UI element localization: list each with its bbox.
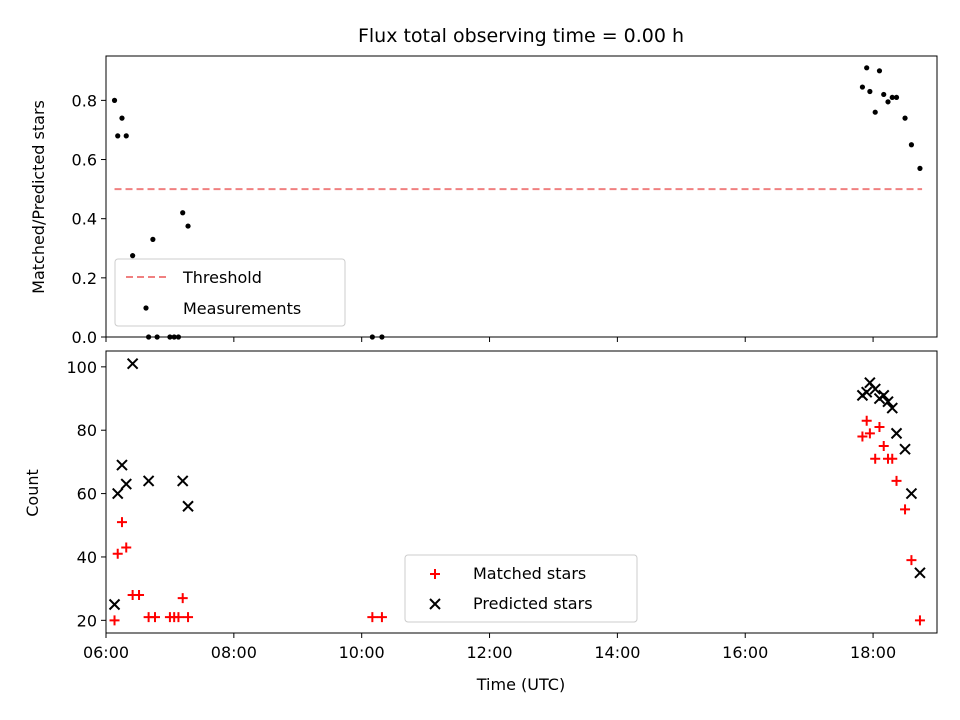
x-tick-label: 08:00 [211,643,257,662]
x-tick-label: 16:00 [722,643,768,662]
legend-predicted-swatch [429,598,441,610]
measurement-point [902,115,908,121]
predicted-star-point [905,487,918,500]
measurement-point [885,99,891,105]
predicted-star-point [886,402,898,414]
bottom-panel: 20 40 60 80 100 06:00 08:00 10:00 12:00 14:00 16:0… [66,350,938,662]
matched-star-point [870,453,881,464]
bottom-y-tick-label: 40 [77,548,97,567]
predicted-star-point [142,475,155,487]
predicted-star-point [182,500,194,512]
predicted-star-point [869,383,881,395]
top-y-tick-label: 0.6 [72,151,97,170]
x-tick-label: 14:00 [594,643,640,662]
legend-measurements-swatch [143,305,149,311]
predicted-star-point [890,427,903,440]
measurement-point [123,133,129,139]
measurement-point [859,84,866,90]
matched-star-point [109,615,120,626]
top-y-axis-label: Matched/Predicted stars [29,100,48,294]
predicted-star-point [126,357,139,370]
measurement-point [876,68,883,74]
x-tick-label: 10:00 [339,643,385,662]
matched-star-point [900,504,911,515]
matched-star-point [150,612,161,623]
top-y-tick-label: 0.4 [72,210,97,229]
top-panel: 0.0 0.2 0.4 0.6 0.8 Threshold Measurements [72,55,938,347]
matched-star-point [914,615,925,626]
top-legend: Threshold Measurements [114,258,346,327]
matched-star-point [874,422,885,433]
matched-star-point [367,612,378,623]
bottom-legend: Matched stars Predicted stars [404,554,638,623]
predicted-star-point [878,389,890,402]
x-tick-label: 06:00 [83,643,129,662]
top-legend-box [114,258,346,327]
measurement-point [180,210,186,216]
top-y-tick-label: 0.0 [72,328,97,347]
legend-matched-swatch [430,569,440,579]
x-tick-label: 18:00 [850,643,896,662]
matched-star-point [861,415,872,426]
measurement-point [864,65,870,71]
predicted-star-point [899,443,911,455]
matched-star-point [134,589,145,600]
bottom-legend-box [404,554,638,623]
matched-star-point [121,542,132,553]
measurement-point [893,94,900,101]
measurement-point [115,133,121,139]
measurement-point [867,88,873,95]
bottom-y-tick-label: 100 [66,358,97,377]
matched-star-point [891,475,902,486]
predicted-star-point [116,459,128,471]
measurement-point [111,97,118,103]
predicted-star-point [112,487,124,500]
measurement-point [119,115,125,121]
legend-predicted-label: Predicted stars [473,594,593,613]
matched-star-point [173,612,184,623]
top-axes-frame [105,55,938,338]
matched-star-point [878,441,889,452]
matched-star-point [112,548,123,559]
measurement-point [917,165,923,171]
matched-star-point [177,593,188,604]
matched-star-point [183,612,194,623]
matched-star-point [857,431,868,442]
x-tick-label: 12:00 [466,643,512,662]
legend-measurements-label: Measurements [183,299,301,318]
measurement-point [889,94,895,101]
bottom-axes-frame [105,350,938,634]
bottom-y-tick-label: 60 [77,485,97,504]
top-y-tick-label: 0.8 [72,91,97,110]
legend-matched-label: Matched stars [473,564,586,583]
chart-title: Flux total observing time = 0.00 h [358,25,684,47]
measurement-point [130,253,136,259]
matched-star-point [864,428,875,439]
matched-star-point [887,453,898,464]
bottom-y-axis-label: Count [23,469,42,517]
predicted-star-point [120,478,132,490]
matched-star-point [376,612,387,623]
measurement-point [150,236,156,242]
predicted-star-point [108,598,121,611]
x-axis-label: Time (UTC) [476,675,565,694]
predicted-star-point [177,475,189,487]
bottom-y-tick-label: 80 [77,421,97,440]
measurement-point [908,142,915,148]
predicted-star-point [882,395,894,408]
measurement-point [881,91,887,98]
legend-threshold-label: Threshold [182,268,262,287]
predicted-star-point [860,386,873,398]
measurement-point [185,223,191,229]
matched-star-point [906,555,917,566]
predicted-star-point [914,567,926,579]
top-y-tick-label: 0.2 [72,269,97,288]
matched-star-point [116,517,127,528]
bottom-y-tick-label: 20 [77,611,97,630]
measurement-point [872,109,878,115]
